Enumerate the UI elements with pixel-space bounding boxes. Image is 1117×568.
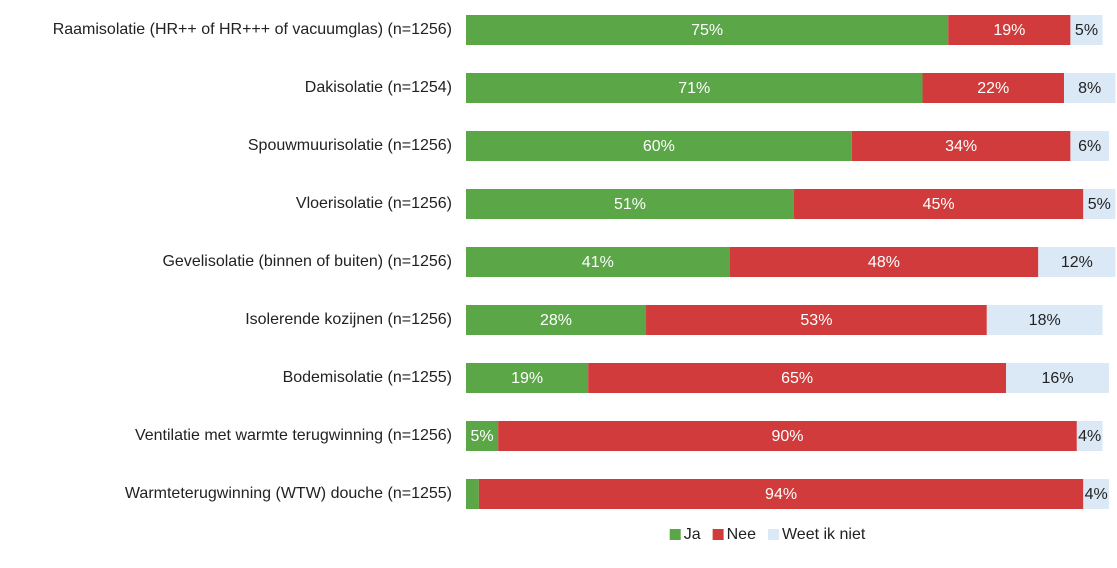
bar-segment bbox=[922, 73, 1064, 103]
bar-segment bbox=[498, 421, 1077, 451]
data-label: 19% bbox=[511, 370, 543, 387]
category-label: Isolerende kozijnen (n=1256) bbox=[245, 311, 452, 328]
bar-segment bbox=[466, 247, 730, 277]
legend-label: Ja bbox=[684, 526, 701, 543]
legend-swatch bbox=[669, 529, 681, 540]
bar-segment bbox=[851, 131, 1071, 161]
legend-label: Weet ik niet bbox=[782, 526, 866, 543]
bar-segment bbox=[466, 479, 479, 509]
data-label: 5% bbox=[1075, 22, 1098, 39]
category-label: Warmteterugwinning (WTW) douche (n=1255) bbox=[125, 485, 452, 502]
bar-segment bbox=[948, 15, 1071, 45]
data-label: 8% bbox=[1078, 80, 1101, 97]
bar-segment bbox=[466, 15, 949, 45]
data-label: 90% bbox=[771, 428, 803, 445]
data-label: 6% bbox=[1078, 138, 1101, 155]
bar-segment bbox=[793, 189, 1084, 219]
data-label: 65% bbox=[781, 370, 813, 387]
data-label: 71% bbox=[678, 80, 710, 97]
category-label: Ventilatie met warmte terugwinning (n=12… bbox=[135, 427, 452, 444]
legend-swatch bbox=[767, 529, 779, 540]
bar-segment bbox=[1076, 421, 1103, 451]
bar-segment bbox=[986, 305, 1103, 335]
category-label: Spouwmuurisolatie (n=1256) bbox=[248, 137, 452, 154]
data-label: 4% bbox=[1085, 486, 1108, 503]
bar-segment bbox=[466, 131, 852, 161]
bar-segment bbox=[466, 73, 923, 103]
data-label: 48% bbox=[868, 254, 900, 271]
data-label: 5% bbox=[1088, 196, 1111, 213]
data-label: 12% bbox=[1061, 254, 1093, 271]
bar-segment bbox=[588, 363, 1007, 393]
category-label: Gevelisolatie (binnen of buiten) (n=1256… bbox=[162, 253, 452, 270]
data-label: 22% bbox=[977, 80, 1009, 97]
legend-swatch bbox=[712, 529, 724, 540]
data-label: 28% bbox=[540, 312, 572, 329]
bar-segment bbox=[466, 421, 499, 451]
data-label: 18% bbox=[1029, 312, 1061, 329]
bar-segment bbox=[466, 363, 589, 393]
data-label: 94% bbox=[765, 486, 797, 503]
bar-segment bbox=[466, 189, 794, 219]
category-label: Bodemisolatie (n=1255) bbox=[283, 369, 452, 386]
bar-segment bbox=[1063, 73, 1116, 103]
bar-segment bbox=[1038, 247, 1116, 277]
data-label: 16% bbox=[1042, 370, 1074, 387]
legend-label: Nee bbox=[727, 526, 756, 543]
bar-segment bbox=[1070, 15, 1103, 45]
data-label: 45% bbox=[923, 196, 955, 213]
category-label: Vloerisolatie (n=1256) bbox=[296, 195, 452, 212]
data-label: 60% bbox=[643, 138, 675, 155]
data-label: 19% bbox=[993, 22, 1025, 39]
bar-segment bbox=[729, 247, 1039, 277]
bar-segment bbox=[466, 305, 647, 335]
bar-segment bbox=[1083, 189, 1116, 219]
bar-segment bbox=[1006, 363, 1109, 393]
bar-segment bbox=[1083, 479, 1109, 509]
category-label: Raamisolatie (HR++ of HR+++ of vacuumgla… bbox=[53, 21, 452, 38]
data-label: 75% bbox=[691, 22, 723, 39]
bar-segment bbox=[1070, 131, 1109, 161]
data-label: 5% bbox=[471, 428, 494, 445]
bar-segment bbox=[478, 479, 1084, 509]
data-label: 53% bbox=[800, 312, 832, 329]
data-label: 4% bbox=[1078, 428, 1101, 445]
data-label: 41% bbox=[582, 254, 614, 271]
bar-segment bbox=[646, 305, 987, 335]
data-label: 51% bbox=[614, 196, 646, 213]
category-label: Dakisolatie (n=1254) bbox=[305, 79, 452, 96]
data-label: 34% bbox=[945, 138, 977, 155]
